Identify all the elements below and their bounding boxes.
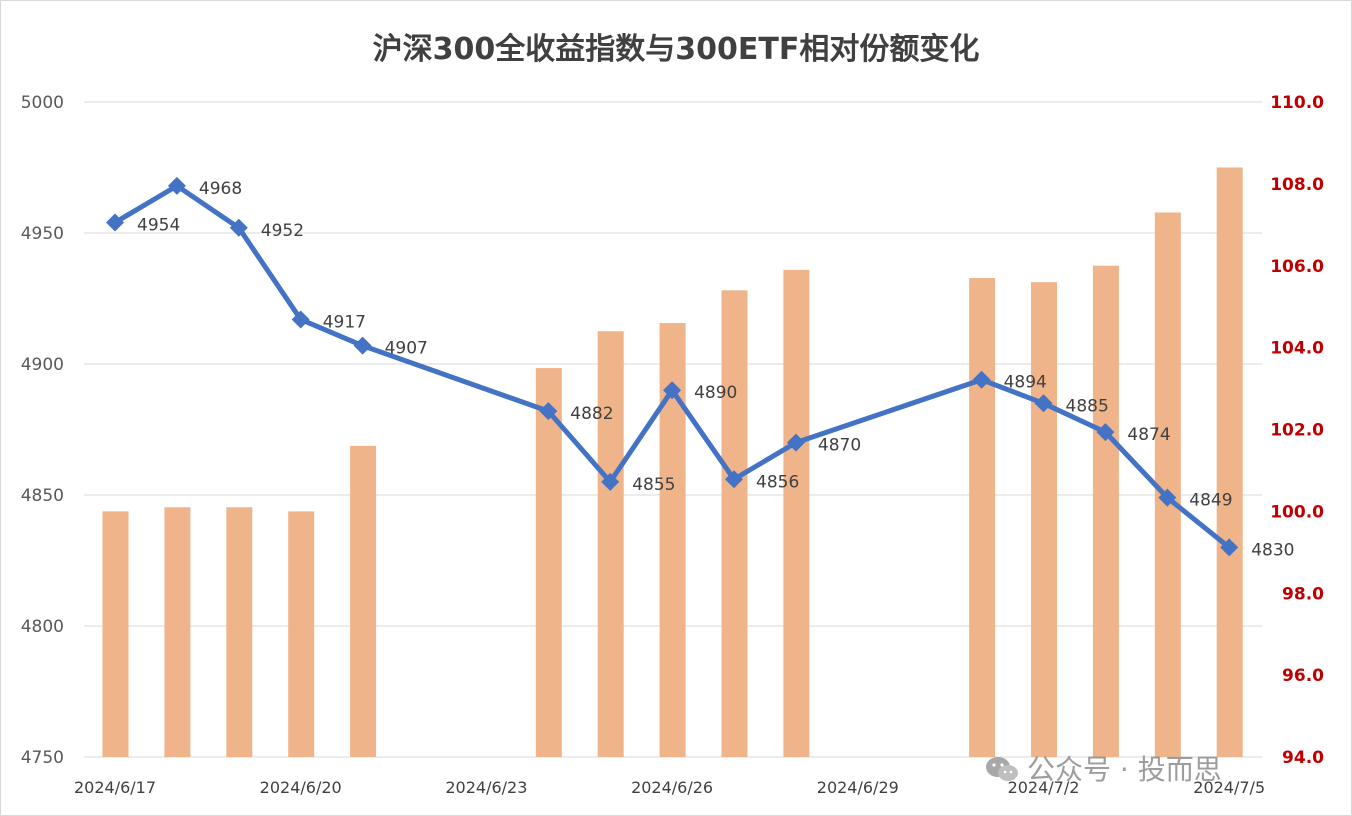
data-label: 4874 <box>1127 425 1170 445</box>
line-marker <box>229 218 248 237</box>
x-tick-label: 2024/7/2 <box>1008 778 1080 797</box>
data-label: 4917 <box>323 312 366 332</box>
y-right-tick-label: 100.0 <box>1270 502 1324 522</box>
y-right-tick-label: 98.0 <box>1282 584 1324 604</box>
y-right-tick-label: 94.0 <box>1282 748 1324 768</box>
right-axis: 110.0 108.0 106.0 104.0 102.0 100.0 98.0 96.0 94… <box>1270 93 1324 768</box>
data-label: 4849 <box>1189 491 1232 511</box>
y-left-tick-label: 4900 <box>21 355 64 375</box>
line-marker <box>1034 394 1053 413</box>
line-series <box>106 176 1239 557</box>
wechat-icon <box>986 757 1018 781</box>
line-marker <box>663 381 682 400</box>
chart-title: 沪深300全收益指数与300ETF相对份额变化 <box>372 32 980 67</box>
x-tick-label: 2024/6/23 <box>445 778 527 797</box>
bar <box>1154 212 1181 757</box>
bar <box>102 511 129 757</box>
data-label: 4907 <box>385 339 428 359</box>
y-right-tick-label: 110.0 <box>1270 93 1324 113</box>
bar <box>721 290 748 757</box>
bar <box>350 445 377 757</box>
bar <box>597 331 624 757</box>
bar <box>969 278 996 757</box>
bar <box>288 511 315 757</box>
x-tick-label: 2024/7/5 <box>1193 778 1265 797</box>
x-tick-label: 2024/6/17 <box>74 778 156 797</box>
bar-series <box>102 167 1243 757</box>
watermark-text: 公众号 · 投而思 <box>1027 753 1222 786</box>
bar <box>783 269 810 757</box>
bar <box>1216 167 1243 757</box>
bar <box>535 368 562 757</box>
data-label: 4894 <box>1004 373 1047 393</box>
x-tick-label: 2024/6/26 <box>631 778 713 797</box>
line-marker <box>291 310 310 329</box>
line-marker <box>601 472 620 491</box>
data-label: 4968 <box>199 179 242 199</box>
y-left-tick-label: 4850 <box>21 486 64 506</box>
left-axis: 5000 4950 4900 4850 4800 4750 <box>21 93 64 768</box>
line-marker <box>1158 488 1177 507</box>
x-axis: 2024/6/17 2024/6/20 2024/6/23 2024/6/26 2024… <box>74 778 1265 797</box>
line-marker <box>1220 538 1239 557</box>
data-label: 4890 <box>694 383 737 403</box>
watermark: 公众号 · 投而思 <box>985 748 1222 788</box>
data-label: 4870 <box>818 436 861 456</box>
data-label: 4954 <box>137 216 180 236</box>
bar <box>1031 282 1057 757</box>
line-marker <box>106 213 124 232</box>
line-marker <box>725 470 743 489</box>
data-labels: 4954 4968 4952 4917 4907 4882 4855 4890 4856 4870… <box>137 179 1294 561</box>
bar <box>226 507 253 757</box>
x-tick-label: 2024/6/20 <box>260 778 342 797</box>
y-right-tick-label: 96.0 <box>1282 666 1324 686</box>
y-left-tick-label: 4800 <box>21 617 64 637</box>
bar <box>164 507 191 757</box>
data-label: 4882 <box>570 404 613 424</box>
y-right-tick-label: 104.0 <box>1270 339 1324 359</box>
y-right-tick-label: 106.0 <box>1270 257 1324 277</box>
bar <box>1092 265 1119 757</box>
data-label: 4856 <box>756 472 799 492</box>
y-left-tick-label: 4950 <box>21 224 64 244</box>
line-marker <box>786 433 805 452</box>
data-label: 4855 <box>632 475 675 495</box>
y-left-tick-label: 4750 <box>21 748 64 768</box>
line-marker <box>353 336 372 355</box>
y-right-tick-label: 102.0 <box>1270 421 1324 441</box>
line-marker <box>167 176 186 195</box>
data-label: 4830 <box>1251 540 1294 560</box>
line-marker <box>1096 423 1115 442</box>
y-left-tick-label: 5000 <box>21 93 64 113</box>
line-marker <box>972 370 991 389</box>
line-marker <box>539 402 558 421</box>
y-right-tick-label: 108.0 <box>1270 175 1324 195</box>
data-label: 4885 <box>1066 396 1109 416</box>
data-label: 4952 <box>261 221 304 241</box>
x-tick-label: 2024/6/29 <box>817 778 899 797</box>
